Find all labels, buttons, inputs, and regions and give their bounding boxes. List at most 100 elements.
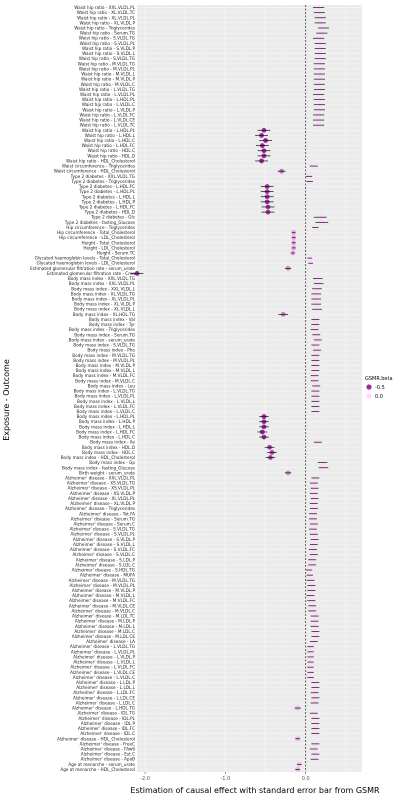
y-tick-label: Body mass index - L.HDL.P — [79, 419, 136, 424]
y-tick-label: Waist hip ratio - M.VLDL.P — [81, 77, 135, 82]
y-tick-label: Alzheimer' disease - Est.C — [81, 752, 135, 757]
y-tick-label: Body mass index - XL.VLDL.P — [74, 302, 135, 307]
y-tick-label: Waist hip ratio - HDL.C — [88, 148, 135, 153]
y-tick-label: Alzheimer' disease - Serum.TG — [71, 516, 135, 521]
y-tick-label: Waist hip ratio - Triglycerides — [74, 26, 135, 31]
y-tick-label: Body mass index - XXL.VLDL.PL — [69, 281, 136, 286]
legend-swatch-1 — [366, 393, 372, 399]
y-tick-label: Alzheimer' disease - XS.VLDL.TG — [67, 481, 135, 486]
y-tick-label: Hip circumference - Total_Cholesterol — [57, 230, 135, 235]
y-tick-label: Waist hip ratio - HDL.D — [87, 153, 135, 158]
y-tick-label: Body mass index - L.VLDL.L — [77, 399, 136, 404]
y-tick-label: Body mass index - Ile — [90, 440, 135, 445]
y-tick-label: Estimated glomerular filtration rate - C… — [47, 271, 136, 276]
y-tick-label: Body mass index - S.VLDL.TG — [73, 343, 135, 348]
y-tick-label: Body mass index - M.VLDL.L — [76, 368, 136, 373]
y-tick-label: Alzheimer' disease - M.LDL.P — [75, 619, 136, 624]
y-tick-label: Alzheimer' disease - IDL.P — [81, 721, 136, 726]
y-tick-label: Waist hip ratio - S.VLDL.P — [82, 46, 135, 51]
y-tick-label: Body mass index - Leu — [88, 383, 136, 388]
y-tick-label: Type 2 diabetes - XXL.VLDL.TG — [70, 174, 135, 179]
y-tick-label: Alzheimer' disease - L.VLDL.P — [73, 654, 135, 659]
y-tick-label: Alzheimer' disease - L.VLDL.TG — [70, 644, 135, 649]
legend-title: GSMR.beta — [365, 376, 393, 382]
x-axis-ticks: -2.0 -1.0 0.0 — [140, 772, 310, 782]
y-tick-label: Body mass index - Serum.TG — [74, 332, 135, 337]
y-tick-label: Waist hip ratio - S.VLDL.TG — [79, 36, 135, 41]
y-tick-label: Waist hip ratio - M.VLDL.PL — [79, 66, 136, 71]
y-tick-label: Alzheimer' disease - S.VLDL.FC — [70, 547, 135, 552]
legend: GSMR.beta -0.5 0.0 — [365, 376, 393, 400]
y-tick-label: Body mass index - Triglycerides — [69, 327, 135, 332]
y-tick-label: Alzheimer' disease - IDL.TG — [78, 711, 135, 716]
y-tick-label: Body mass index - fasting_Glucose — [62, 465, 135, 470]
y-tick-label: Alzheimer' disease - XXL.VLDL.PL — [65, 475, 136, 480]
y-tick-label: Alzheimer' disease - FAw6 — [81, 746, 136, 751]
y-tick-label: Waist hip ratio - L.VLDL.FC — [80, 112, 136, 117]
y-tick-label: Body mass index - L.VLDL.FC — [74, 404, 135, 409]
y-tick-label: Waist hip ratio - XL.VLDL.P — [79, 20, 135, 25]
y-tick-label: Type 2 diabetes - L.HDL.L — [81, 194, 136, 199]
y-tick-label: Waist hip ratio - L.VLDL.PL — [80, 92, 136, 97]
y-tick-label: Waist hip ratio - L.HDL.PL — [82, 128, 136, 133]
y-tick-label: Body mass index - HDL.C — [82, 450, 135, 455]
y-tick-label: Body mass index - Phe — [87, 348, 135, 353]
y-tick-label: Waist hip ratio - L.HDL.L — [85, 133, 136, 138]
y-tick-label: Waist hip ratio - L.VLDL.C — [82, 102, 135, 107]
y-tick-label: Alzheimer' disease - L.VLDL.FC — [70, 665, 135, 670]
y-tick-label: Alzheimer' disease - M.LDL.TC — [72, 614, 135, 619]
y-tick-label: Type 2 diabetes - L.HDL.FC — [78, 204, 135, 209]
y-tick-label: Waist hip ratio - M.VLDL.L — [81, 72, 135, 77]
y-tick-label: Alzheimer' disease - M.VLDL.P — [72, 588, 136, 593]
y-tick-label: Alzheimer' disease - M.VLDL.L — [72, 593, 136, 598]
y-tick-label: Type 2 diabetes - fasting_Glucose — [64, 220, 136, 225]
y-tick-label: Alzheimer' disease - M.VLDL.CE — [69, 603, 136, 608]
y-tick-label: Waist hip ratio - Serum.TG — [80, 31, 135, 36]
y-tick-label: Type 2 diabetes - L.HDL.FC — [78, 184, 135, 189]
y-tick-label: Alzheimer' disease - L.VLDL.PL — [71, 649, 136, 654]
legend-label-0: -0.5 — [375, 385, 385, 391]
y-tick-label: Body mass index - L.VLDL.TG — [74, 389, 135, 394]
y-tick-label: Alzheimer' disease - IDL.PL — [78, 716, 135, 721]
y-tick-label: Alzheimer' disease - MUFA — [80, 573, 135, 578]
legend-swatch-0 — [366, 384, 372, 390]
y-tick-label: Alzheimer' disease - L.VLDL.CE — [70, 670, 135, 675]
y-tick-label: Body mass index - M.VLDL.FC — [73, 373, 135, 378]
y-tick-label: Alzheimer' disease - S.VLDL.L — [73, 542, 136, 547]
y-tick-label: Body mass index - L.HDL.C — [79, 435, 136, 440]
y-tick-label: Alzheimer' disease - HDL_Cholesterol — [57, 736, 135, 741]
y-tick-label: Waist hip ratio - L.HDL.FC — [82, 143, 136, 148]
x-tick-label: -1.0 — [221, 776, 231, 782]
y-tick-label: Body mass index - L.VLDL.PL — [75, 394, 136, 399]
y-tick-label: Alzheimer' disease - M.VLDL.FC — [69, 598, 135, 603]
y-tick-label: Hip circumference - LDL_Cholesterol — [59, 235, 135, 240]
y-tick-label: Waist circumference - HDL_Cholesterol — [54, 169, 135, 174]
plot-panel — [137, 5, 362, 772]
legend-label-1: 0.0 — [375, 394, 383, 400]
y-tick-label: Waist hip ratio - L.HDL.C — [84, 138, 135, 143]
y-tick-label: Alzheimer' disease - L.LDL.P — [76, 680, 135, 685]
y-tick-label: Body mass index - Tyr — [89, 322, 135, 327]
y-tick-label: Body mass index - L.HDL.L — [79, 424, 136, 429]
y-tick-label: Alzheimer' disease - S.HDL.TG — [72, 568, 135, 573]
y-tick-label: Waist hip ratio - S.VLDL.PL — [80, 41, 136, 46]
y-tick-label: Alzheimer' disease - L.LDL.C — [76, 700, 135, 705]
y-tick-label: Waist hip ratio - HDL_Cholesterol — [66, 158, 135, 163]
y-tick-label: Waist hip ratio - XL.VLDL.PL — [77, 15, 136, 20]
y-tick-label: Type 2 diabetes - Glc — [90, 215, 136, 220]
y-tick-label: Age at menarche - serum_urate — [68, 762, 135, 767]
y-tick-label: Body mass index - Gp — [89, 460, 135, 465]
y-axis-title: Exposure - Outcome — [2, 359, 11, 441]
y-tick-label: Glycated haemoglobin levels - Total_Chol… — [35, 256, 135, 261]
y-tick-label: Alzheimer' disease - XS.VLDL.PL — [68, 486, 136, 491]
x-tick-label: 0.0 — [302, 776, 310, 782]
y-tick-label: Alzheimer' disease - Serum.C — [74, 522, 136, 527]
y-tick-label: Waist hip ratio - M.VLDL.C — [81, 82, 135, 87]
y-tick-label: Alzheimer' disease - M.VLDL.C — [71, 608, 135, 613]
y-tick-label: Alzheimer' disease - S.VLDL.PL — [71, 532, 136, 537]
y-tick-label: Body mass index - XL.VLDL.L — [74, 307, 135, 312]
y-tick-label: Alzheimer' disease - L.VLDL.L — [73, 660, 135, 665]
y-tick-label: Body mass index - HDL_Cholesterol — [61, 455, 135, 460]
